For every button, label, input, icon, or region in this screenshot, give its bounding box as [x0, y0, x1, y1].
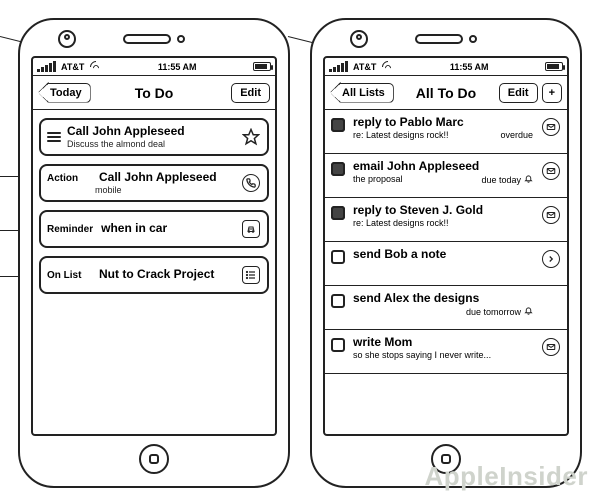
list-item-sub: re: Latest designs rock!!	[353, 218, 449, 228]
phone-left: AT&T 11:55 AM Today To Do Edit Call John…	[18, 18, 290, 488]
list-item-action-icon[interactable]	[541, 250, 561, 268]
action-label: Action	[47, 173, 91, 185]
add-button[interactable]: +	[542, 83, 562, 103]
drag-handle-icon[interactable]	[47, 132, 61, 142]
list-item-sub: the proposal	[353, 174, 403, 184]
list-item-due: overdue	[500, 130, 533, 140]
reminder-card[interactable]: Reminder when in car	[39, 210, 269, 248]
status-bar: AT&T 11:55 AM	[325, 58, 567, 76]
task-title: Call John Appleseed	[67, 125, 235, 139]
list-icon[interactable]	[241, 266, 261, 284]
list-item-sub: so she stops saying I never write...	[353, 350, 491, 360]
screen-left: AT&T 11:55 AM Today To Do Edit Call John…	[31, 56, 277, 436]
list-item-action-icon[interactable]	[541, 206, 561, 224]
list-item-due: due tomorrow	[466, 306, 533, 317]
speaker-icon	[123, 34, 171, 44]
speaker-icon	[415, 34, 463, 44]
checkbox[interactable]	[331, 206, 345, 220]
list-item[interactable]: send Bob a note	[325, 242, 567, 286]
nav-bar: Today To Do Edit	[33, 76, 275, 110]
list-item-action-icon[interactable]	[541, 118, 561, 136]
list-item-title: reply to Steven J. Gold	[353, 204, 533, 218]
list-item-title: write Mom	[353, 336, 533, 350]
todo-list: reply to Pablo Marcre: Latest designs ro…	[325, 110, 567, 434]
phone-sensors	[30, 30, 278, 48]
list-item-title: send Alex the designs	[353, 292, 533, 306]
list-item-due: due today	[481, 174, 533, 185]
battery-icon	[253, 62, 271, 71]
checkbox[interactable]	[331, 294, 345, 308]
status-time: 11:55 AM	[158, 62, 197, 72]
carrier-label: AT&T	[61, 62, 84, 72]
camera-icon	[58, 30, 76, 48]
list-item-action-icon[interactable]	[541, 338, 561, 356]
sensor-dot-icon	[469, 35, 477, 43]
status-bar: AT&T 11:55 AM	[33, 58, 275, 76]
checkbox[interactable]	[331, 338, 345, 352]
onlist-label: On List	[47, 270, 91, 282]
wifi-icon	[89, 62, 101, 72]
sensor-dot-icon	[177, 35, 185, 43]
checkbox[interactable]	[331, 250, 345, 264]
action-title: Call John Appleseed	[99, 171, 217, 185]
status-time: 11:55 AM	[450, 62, 489, 72]
wifi-icon	[381, 62, 393, 72]
status-left: AT&T	[37, 61, 101, 72]
battery-icon	[545, 62, 563, 71]
checkbox[interactable]	[331, 162, 345, 176]
action-card[interactable]: Action Call John Appleseed mobile	[39, 164, 269, 202]
list-item-action-icon[interactable]	[541, 162, 561, 180]
reminder-label: Reminder	[47, 224, 93, 236]
task-sub: Discuss the almond deal	[67, 139, 235, 149]
list-item[interactable]: reply to Steven J. Goldre: Latest design…	[325, 198, 567, 242]
list-item[interactable]: send Alex the designsdue tomorrow	[325, 286, 567, 330]
phone-sensors	[322, 30, 570, 48]
home-button[interactable]	[139, 444, 169, 474]
edit-button[interactable]: Edit	[231, 83, 270, 103]
bell-icon	[524, 307, 533, 317]
back-button[interactable]: All Lists	[330, 83, 394, 103]
list-item[interactable]: email John Appleseedthe proposal due toda…	[325, 154, 567, 198]
screen-right: AT&T 11:55 AM All Lists All To Do Edit +…	[323, 56, 569, 436]
list-item-title: email John Appleseed	[353, 160, 533, 174]
onlist-title: Nut to Crack Project	[99, 268, 214, 282]
list-item[interactable]: write Momso she stops saying I never wri…	[325, 330, 567, 374]
phone-icon[interactable]	[241, 174, 261, 192]
action-sub: mobile	[95, 185, 235, 195]
task-card[interactable]: Call John Appleseed Discuss the almond d…	[39, 118, 269, 156]
carrier-label: AT&T	[353, 62, 376, 72]
list-item-title: send Bob a note	[353, 248, 533, 262]
checkbox[interactable]	[331, 118, 345, 132]
list-item-title: reply to Pablo Marc	[353, 116, 533, 130]
back-button[interactable]: Today	[38, 83, 91, 103]
nav-bar: All Lists All To Do Edit +	[325, 76, 567, 110]
phone-right: AT&T 11:55 AM All Lists All To Do Edit +…	[310, 18, 582, 488]
edit-button[interactable]: Edit	[499, 83, 538, 103]
star-icon[interactable]	[241, 128, 261, 146]
bell-icon	[524, 175, 533, 185]
watermark: AppleInsider	[425, 461, 588, 492]
onlist-card[interactable]: On List Nut to Crack Project	[39, 256, 269, 294]
list-item-sub: re: Latest designs rock!!	[353, 130, 449, 140]
camera-icon	[350, 30, 368, 48]
status-left: AT&T	[329, 61, 393, 72]
car-icon[interactable]	[241, 220, 261, 238]
reminder-title: when in car	[101, 222, 167, 236]
content-left: Call John Appleseed Discuss the almond d…	[33, 110, 275, 434]
list-item[interactable]: reply to Pablo Marcre: Latest designs ro…	[325, 110, 567, 154]
